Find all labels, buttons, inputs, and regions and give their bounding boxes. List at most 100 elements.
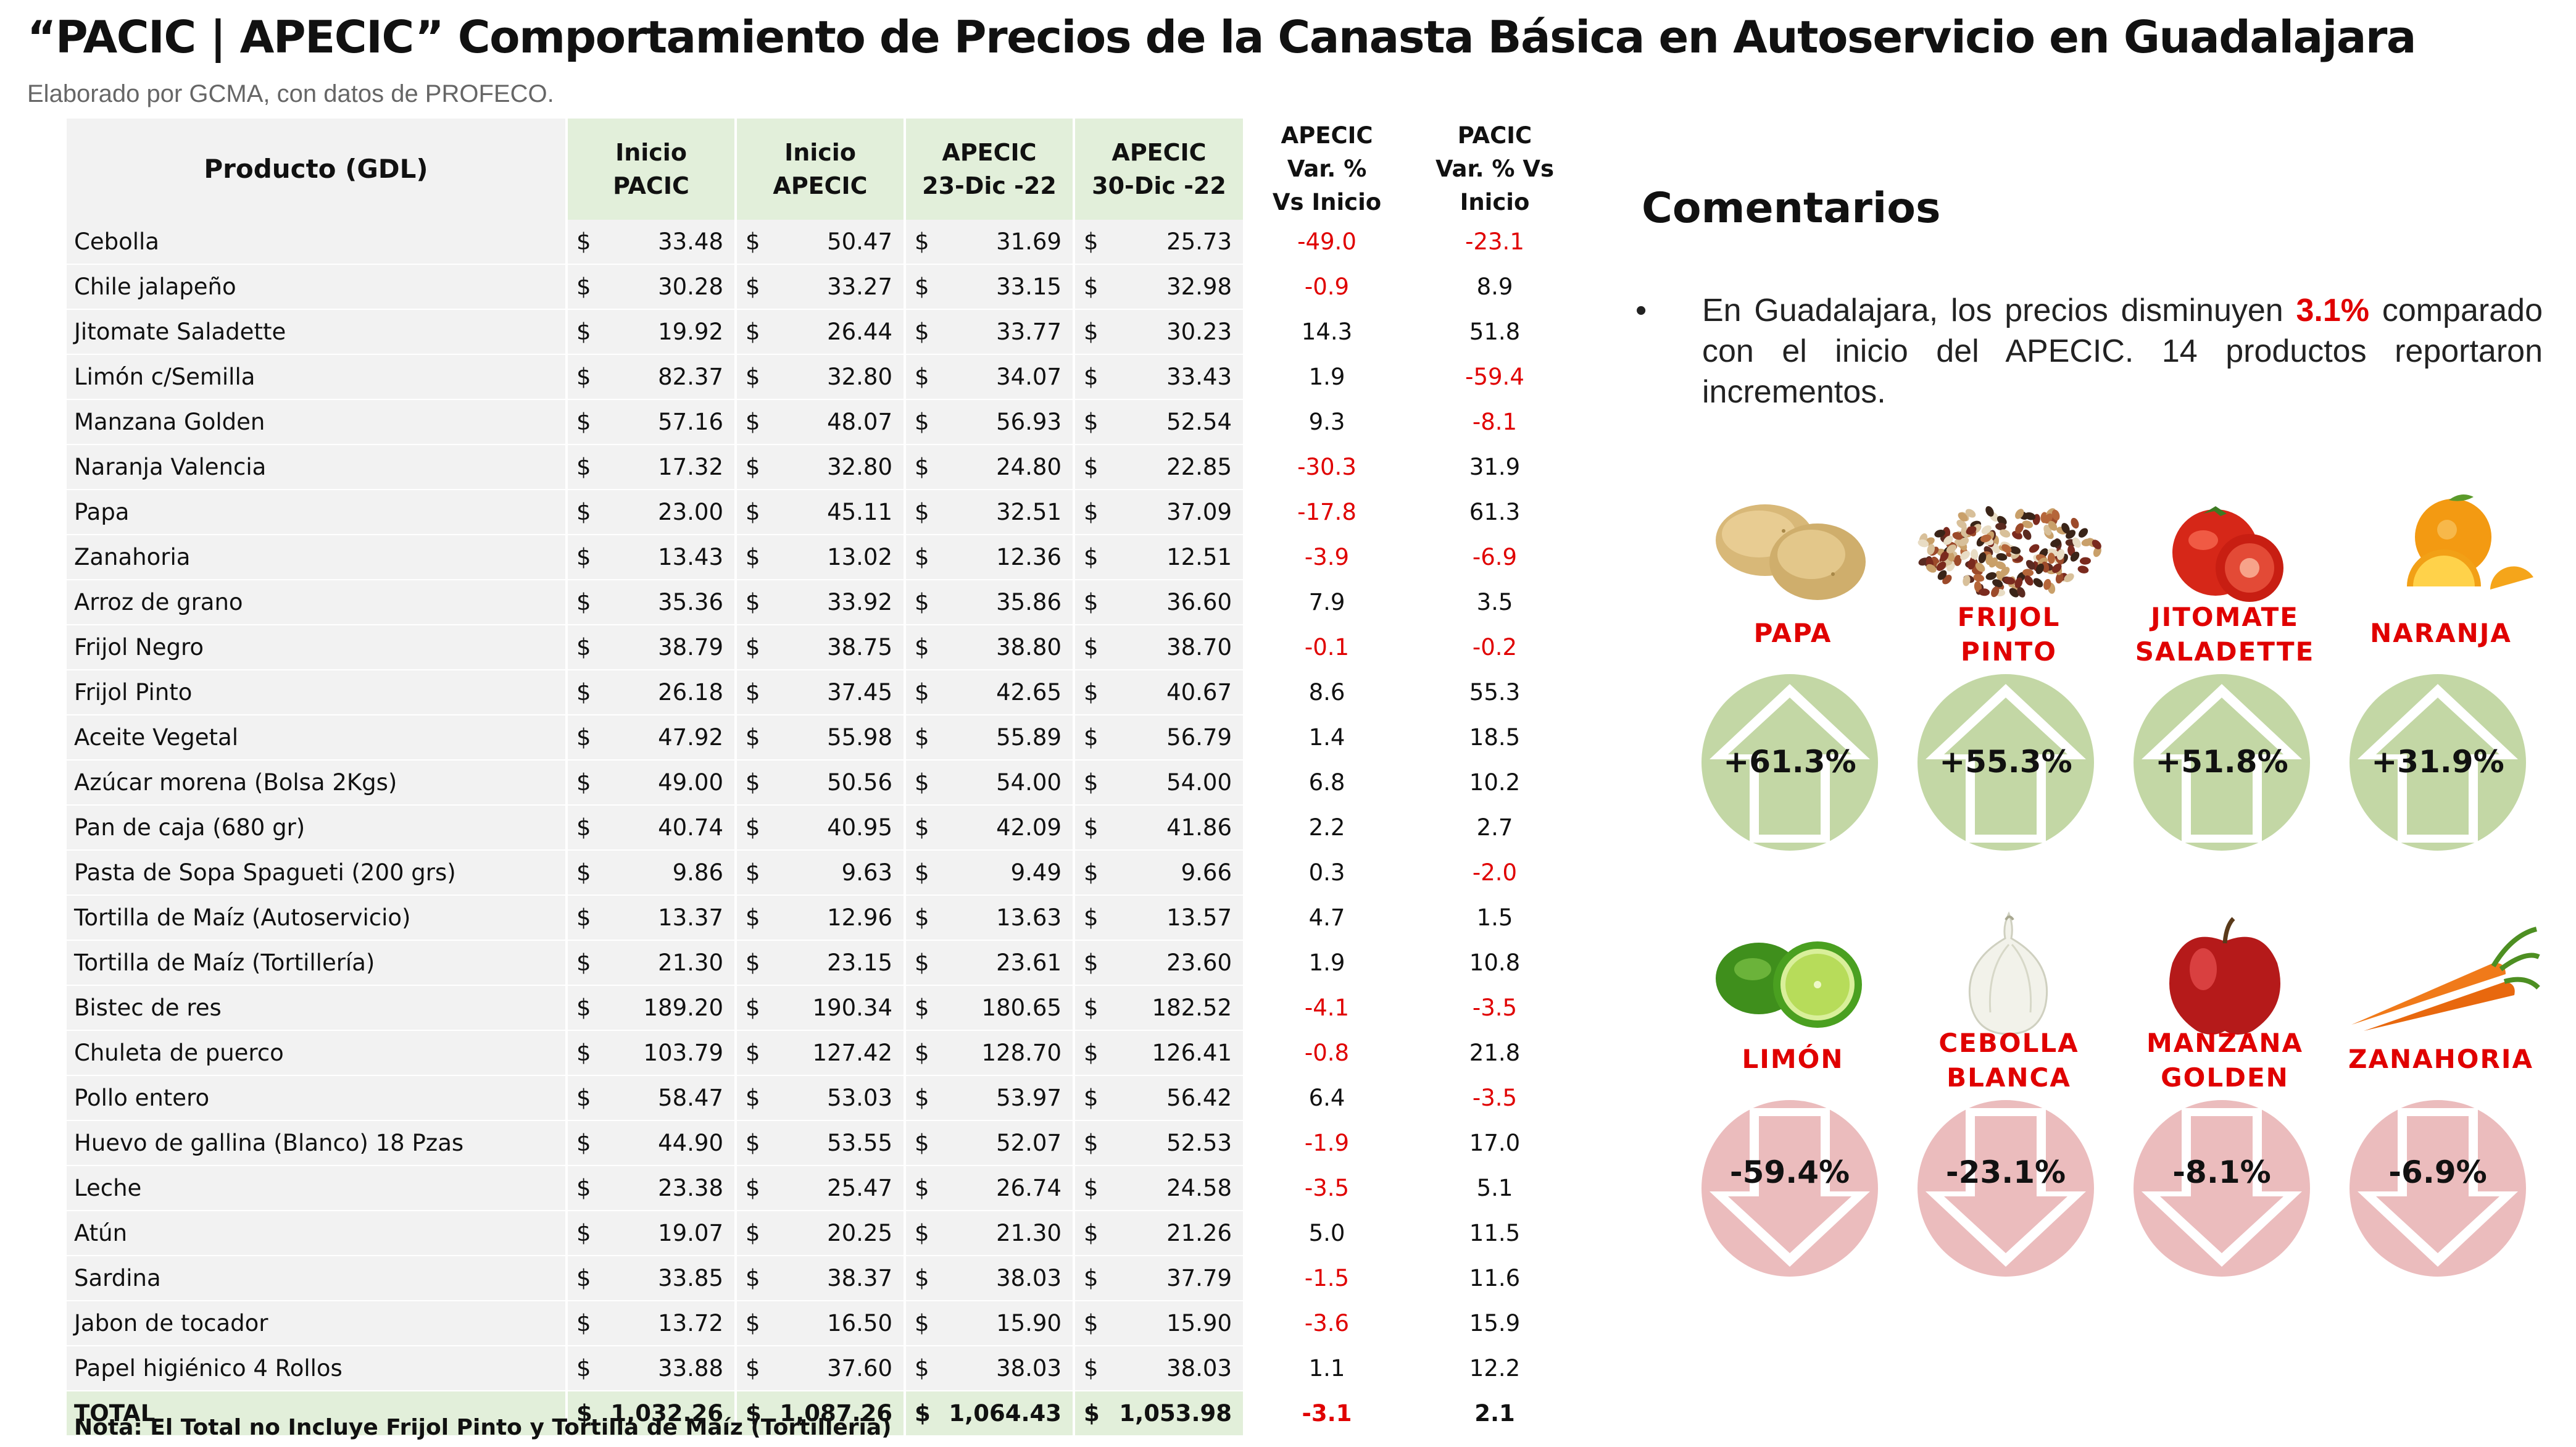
var-pacic-cell: 15.9 — [1411, 1301, 1579, 1346]
header-var-pacic: PACIC Var. % Vs Inicio — [1411, 119, 1579, 220]
currency-symbol: $ — [1084, 1265, 1099, 1291]
arrow-down-icon — [1697, 1099, 1882, 1278]
price-cell: $126.41 — [1073, 1030, 1243, 1076]
price-cell: $38.03 — [904, 1256, 1074, 1301]
price-value: 25.47 — [827, 1175, 892, 1201]
arrow-up-icon — [1913, 673, 2098, 852]
currency-symbol: $ — [915, 1175, 929, 1201]
currency-symbol: $ — [915, 679, 929, 706]
price-cell: $37.45 — [734, 670, 905, 715]
price-cell: $45.11 — [734, 490, 905, 535]
price-value: 38.03 — [996, 1355, 1062, 1382]
price-value: 34.07 — [996, 364, 1062, 390]
bullet-marker: • — [1635, 293, 1647, 328]
price-value: 9.49 — [1010, 859, 1062, 886]
price-cell: $9.63 — [734, 850, 905, 896]
price-value: 21.30 — [996, 1220, 1062, 1246]
price-value: 55.98 — [827, 724, 892, 751]
currency-symbol: $ — [1084, 364, 1099, 390]
table-row: Papa $23.00 $45.11 $32.51 $37.09 -17.8 61.3 — [67, 490, 1579, 535]
product-name-cell: Manzana Golden — [67, 399, 567, 445]
price-value: 33.92 — [827, 589, 892, 615]
price-cell: $82.37 — [565, 354, 736, 400]
price-cell: $42.65 — [904, 670, 1074, 715]
increase-card-jitomate-saladette: JITOMATE SALADETTE +51.8% — [2123, 482, 2327, 864]
price-cell: $56.93 — [904, 399, 1074, 445]
currency-symbol: $ — [915, 859, 929, 886]
price-value: 82.37 — [658, 364, 723, 390]
table-row: Chile jalapeño $30.28 $33.27 $33.15 $32.98 -0… — [67, 264, 1579, 310]
var-apecic-cell: 0.3 — [1243, 850, 1411, 896]
product-name-cell: Chuleta de puerco — [67, 1030, 567, 1076]
price-cell: $1,087.26 — [734, 1391, 905, 1437]
price-value: 45.11 — [827, 499, 892, 525]
currency-symbol: $ — [576, 814, 591, 841]
price-cell: $33.43 — [1073, 354, 1243, 400]
var-pacic-cell: 5.1 — [1411, 1166, 1579, 1211]
beans-icon — [1907, 482, 2111, 611]
table-row: Manzana Golden $57.16 $48.07 $56.93 $52.54 9.… — [67, 399, 1579, 445]
table-row: Pollo entero $58.47 $53.03 $53.97 $56.42 6.4-… — [67, 1075, 1579, 1121]
product-name-cell: Arroz de grano — [67, 580, 567, 625]
price-value: 50.47 — [827, 228, 892, 255]
arrow-up-icon — [2345, 673, 2530, 852]
currency-symbol: $ — [746, 634, 760, 661]
price-cell: $53.97 — [904, 1075, 1074, 1121]
price-cell: $13.02 — [734, 535, 905, 580]
price-cell: $21.30 — [565, 940, 736, 986]
currency-symbol: $ — [915, 1130, 929, 1156]
table-row: Tortilla de Maíz (Autoservicio) $13.37 $12… — [67, 895, 1579, 941]
apple-icon — [2123, 907, 2327, 1037]
percent-change: -23.1% — [1945, 1154, 2066, 1190]
price-cell: $38.70 — [1073, 625, 1243, 670]
var-apecic-cell: -30.3 — [1243, 444, 1411, 490]
table-row: Azúcar morena (Bolsa 2Kgs) $49.00 $50.56 $5… — [67, 760, 1579, 806]
price-cell: $31.69 — [904, 220, 1074, 265]
price-value: 42.65 — [996, 679, 1062, 706]
currency-symbol: $ — [746, 273, 760, 300]
price-value: 54.00 — [1166, 769, 1232, 796]
currency-symbol: $ — [915, 1400, 931, 1427]
currency-symbol: $ — [576, 1310, 591, 1336]
var-apecic-cell: 1.9 — [1243, 354, 1411, 400]
price-value: 53.55 — [827, 1130, 892, 1156]
currency-symbol: $ — [915, 724, 929, 751]
table-row: Limón c/Semilla $82.37 $32.80 $34.07 $33.43 1… — [67, 354, 1579, 400]
table-row: Huevo de gallina (Blanco) 18 Pzas $44.90 $… — [67, 1120, 1579, 1166]
price-cell: $32.80 — [734, 354, 905, 400]
price-value: 52.53 — [1166, 1130, 1232, 1156]
price-value: 1,053.98 — [1119, 1400, 1232, 1427]
percent-change: +31.9% — [2371, 744, 2504, 780]
price-value: 38.03 — [1166, 1355, 1232, 1382]
price-cell: $40.67 — [1073, 670, 1243, 715]
price-cell: $25.47 — [734, 1166, 905, 1211]
price-cell: $37.09 — [1073, 490, 1243, 535]
arrow-down-icon — [1913, 1099, 2098, 1278]
currency-symbol: $ — [1084, 814, 1099, 841]
price-value: 50.56 — [827, 769, 892, 796]
price-value: 54.00 — [996, 769, 1062, 796]
product-name-cell: Papa — [67, 490, 567, 535]
currency-symbol: $ — [746, 995, 760, 1021]
currency-symbol: $ — [1084, 1400, 1100, 1427]
price-value: 15.90 — [1166, 1310, 1232, 1336]
currency-symbol: $ — [915, 589, 929, 615]
currency-symbol: $ — [915, 544, 929, 570]
price-cell: $38.80 — [904, 625, 1074, 670]
product-name-cell: Bistec de res — [67, 985, 567, 1031]
price-cell: $13.72 — [565, 1301, 736, 1346]
price-cell: $37.60 — [734, 1346, 905, 1391]
price-value: 58.47 — [658, 1085, 723, 1111]
product-name-cell: Jitomate Saladette — [67, 309, 567, 355]
currency-symbol: $ — [915, 228, 929, 255]
price-cell: $190.34 — [734, 985, 905, 1031]
price-value: 44.90 — [658, 1130, 723, 1156]
currency-symbol: $ — [746, 1130, 760, 1156]
price-value: 37.09 — [1166, 499, 1232, 525]
price-cell: $19.07 — [565, 1211, 736, 1256]
currency-symbol: $ — [576, 1040, 591, 1066]
price-value: 24.80 — [996, 454, 1062, 480]
lime-icon — [1691, 907, 1895, 1037]
var-pacic-cell: 10.2 — [1411, 760, 1579, 806]
price-value: 13.43 — [658, 544, 723, 570]
